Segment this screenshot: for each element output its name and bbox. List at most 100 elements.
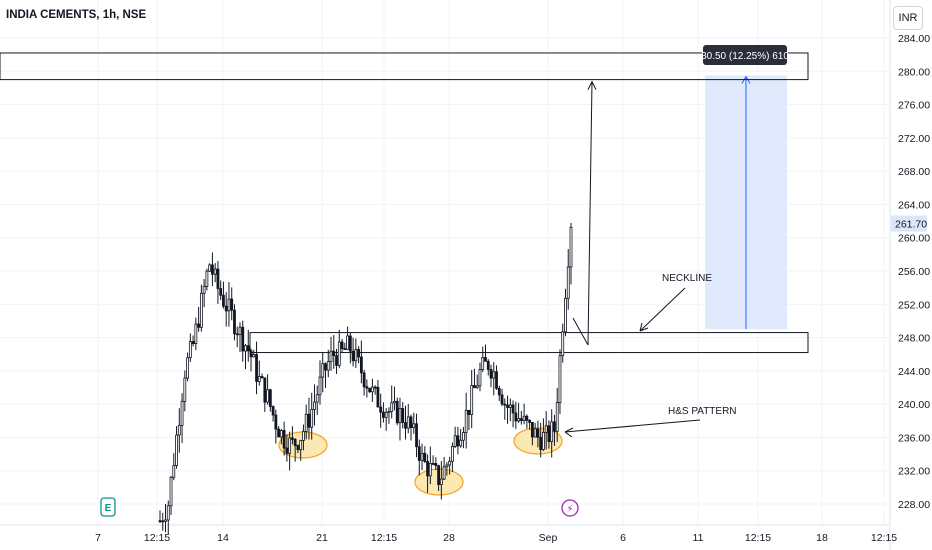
earnings-event-symbol: E	[105, 503, 112, 514]
candle-body	[266, 389, 269, 403]
candle-body	[547, 425, 551, 442]
y-tick-label: 228.00	[898, 499, 930, 511]
candle-body	[238, 326, 242, 336]
candle-body	[324, 363, 327, 371]
candle-body	[241, 326, 245, 352]
candle-body	[442, 466, 446, 480]
candle-body	[450, 446, 454, 462]
y-tick-label: 240.00	[898, 399, 930, 411]
candle-body	[252, 354, 256, 358]
x-tick-label: 12:15	[745, 532, 771, 544]
candle-body	[553, 421, 556, 432]
candle-body	[376, 386, 380, 408]
candle-body	[462, 432, 465, 441]
candle-body	[202, 285, 206, 294]
y-tick-label: 248.00	[898, 333, 930, 345]
candle-body	[561, 331, 565, 357]
x-tick-label: 12:15	[371, 532, 397, 544]
currency-button[interactable]: INR	[893, 6, 923, 30]
candle-body	[351, 350, 355, 362]
projection-arrow-head	[741, 75, 751, 84]
candle-body	[500, 394, 504, 405]
candle-body	[362, 372, 366, 388]
candle-body	[379, 406, 383, 413]
candle-body	[393, 400, 396, 404]
dividend-event-symbol: ⚡	[566, 504, 573, 515]
y-tick-label: 244.00	[898, 366, 930, 378]
candle-body	[348, 335, 352, 352]
candle-body	[357, 349, 361, 358]
candle-body	[227, 298, 231, 312]
candle-body	[415, 423, 418, 448]
projection-label-text: 30.50 (12.25%) 610	[701, 51, 789, 62]
candle-body	[412, 423, 416, 428]
candle-body	[288, 437, 292, 454]
candle-body	[387, 411, 391, 413]
neckline-pointer-head	[639, 322, 649, 332]
earnings-event-icon	[100, 497, 116, 517]
y-tick-label: 252.00	[898, 299, 930, 311]
candle-body	[326, 361, 330, 371]
candle-body	[321, 363, 325, 378]
breakout-arrow-line	[587, 81, 593, 346]
candle-body	[514, 412, 518, 422]
candle-body	[434, 463, 438, 467]
y-tick-label: 236.00	[898, 432, 930, 444]
candle-body	[544, 425, 548, 433]
candle-body	[453, 435, 457, 447]
candle-body	[445, 464, 449, 468]
symbol-title: INDIA CEMENTS, 1h, NSE	[6, 9, 147, 21]
candle-body	[335, 355, 338, 366]
candle-body	[426, 461, 429, 477]
x-tick-label: 7	[95, 532, 101, 544]
candle-body	[158, 520, 162, 523]
candle-body	[277, 428, 281, 438]
candle-body	[517, 418, 520, 422]
breakout-arrow-head	[587, 80, 597, 90]
candle-body	[296, 445, 300, 451]
candle-body	[211, 264, 214, 275]
candle-body	[420, 452, 424, 461]
candle-body	[337, 341, 341, 366]
candle-body	[180, 400, 184, 426]
last-price-tag	[891, 215, 927, 232]
candle-body	[423, 452, 427, 462]
candle-body	[310, 409, 314, 428]
candle-body	[506, 404, 509, 408]
candle-body	[249, 350, 253, 358]
candle-body	[191, 341, 195, 345]
candle-body	[404, 422, 407, 429]
candle-body	[169, 476, 173, 507]
candle-body	[522, 415, 526, 421]
candle-body	[268, 389, 272, 407]
y-tick-label: 272.00	[898, 133, 930, 145]
y-tick-label: 284.00	[898, 33, 930, 45]
y-tick-label: 260.00	[898, 233, 930, 245]
candle-body	[199, 292, 203, 328]
candle-body	[528, 419, 532, 423]
hs-pattern-label: H&S PATTERN	[668, 406, 737, 417]
candle-body	[235, 333, 239, 336]
candle-body	[205, 270, 209, 287]
candle-body	[233, 309, 236, 335]
candle-body	[279, 430, 283, 438]
candle-body	[216, 268, 220, 289]
neckline-label: NECKLINE	[662, 273, 712, 284]
candle-body	[307, 413, 311, 428]
candle-body	[503, 403, 507, 406]
candle-body	[329, 350, 333, 363]
candle-body	[246, 345, 250, 352]
candle-body	[550, 421, 554, 442]
y-tick-label: 276.00	[898, 100, 930, 112]
x-tick-label: 12:15	[144, 532, 170, 544]
y-tick-label: 256.00	[898, 266, 930, 278]
candle-body	[497, 388, 501, 396]
candle-body	[370, 386, 374, 393]
candle-body	[213, 268, 217, 275]
y-tick-label: 264.00	[898, 199, 930, 211]
candle-body	[409, 416, 413, 428]
candle-body	[395, 400, 399, 424]
candle-body	[495, 371, 498, 389]
candle-body	[525, 415, 529, 421]
